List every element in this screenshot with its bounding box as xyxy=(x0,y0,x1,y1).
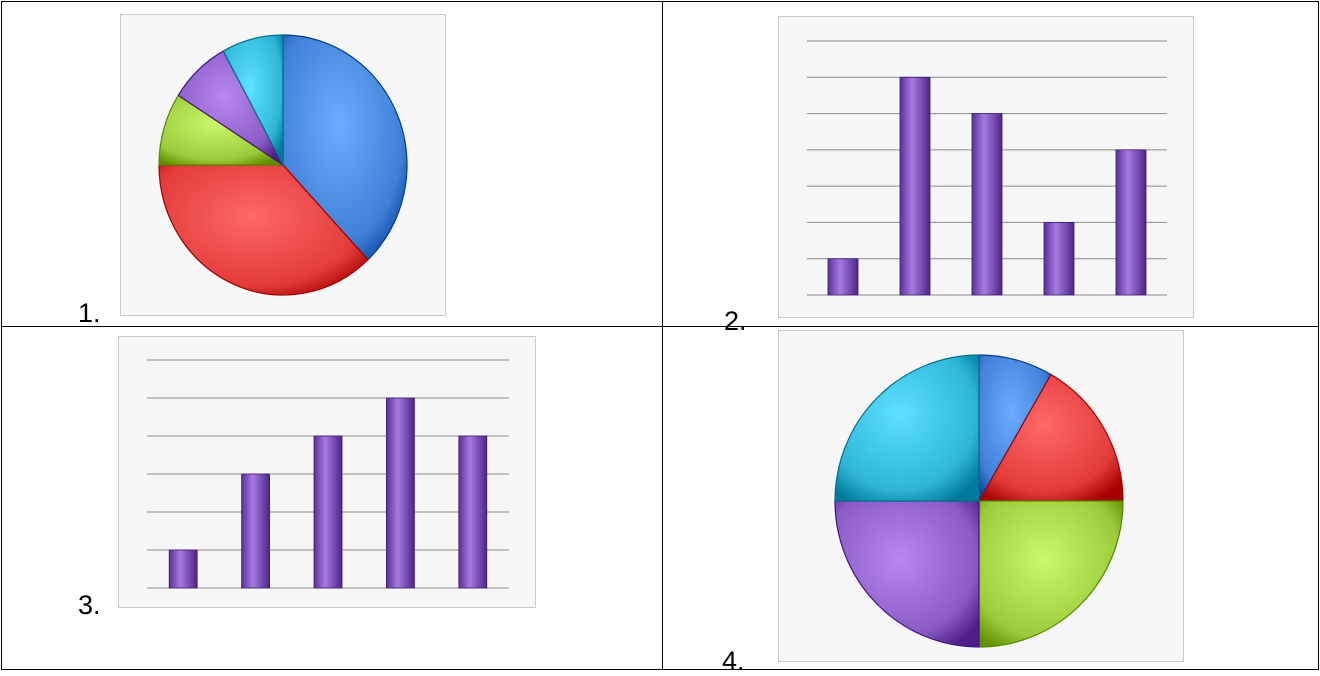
chart-3-label: 3. xyxy=(78,590,101,620)
bar xyxy=(385,397,415,589)
pie-chart-1 xyxy=(158,34,408,296)
pie-slice xyxy=(978,373,1124,502)
pie-slice xyxy=(834,500,980,648)
bar xyxy=(168,549,198,589)
bar xyxy=(899,76,931,296)
bar-chart-3 xyxy=(147,359,509,589)
chart-3-frame xyxy=(118,336,536,608)
pie-slice xyxy=(978,500,1124,648)
chart-2-frame xyxy=(778,16,1194,318)
pie-slice xyxy=(158,164,369,296)
bar xyxy=(241,473,270,589)
chart-2-label: 2. xyxy=(724,306,747,336)
chart-1-frame xyxy=(120,14,446,316)
chart-4-frame xyxy=(778,330,1184,662)
bar xyxy=(458,435,488,589)
bar-chart-2 xyxy=(807,40,1167,296)
chart-1-label: 1. xyxy=(78,298,101,328)
pie-slice xyxy=(834,354,980,502)
bar xyxy=(313,435,343,589)
bar xyxy=(1043,222,1075,296)
table-cell-4 xyxy=(662,326,1319,670)
pie-slice xyxy=(222,34,284,166)
pie-slice xyxy=(282,34,408,261)
chart-4-label: 4. xyxy=(722,646,745,676)
bar xyxy=(1115,149,1147,296)
bar xyxy=(971,113,1003,296)
bar xyxy=(827,258,859,296)
pie-chart-4 xyxy=(834,354,1124,648)
